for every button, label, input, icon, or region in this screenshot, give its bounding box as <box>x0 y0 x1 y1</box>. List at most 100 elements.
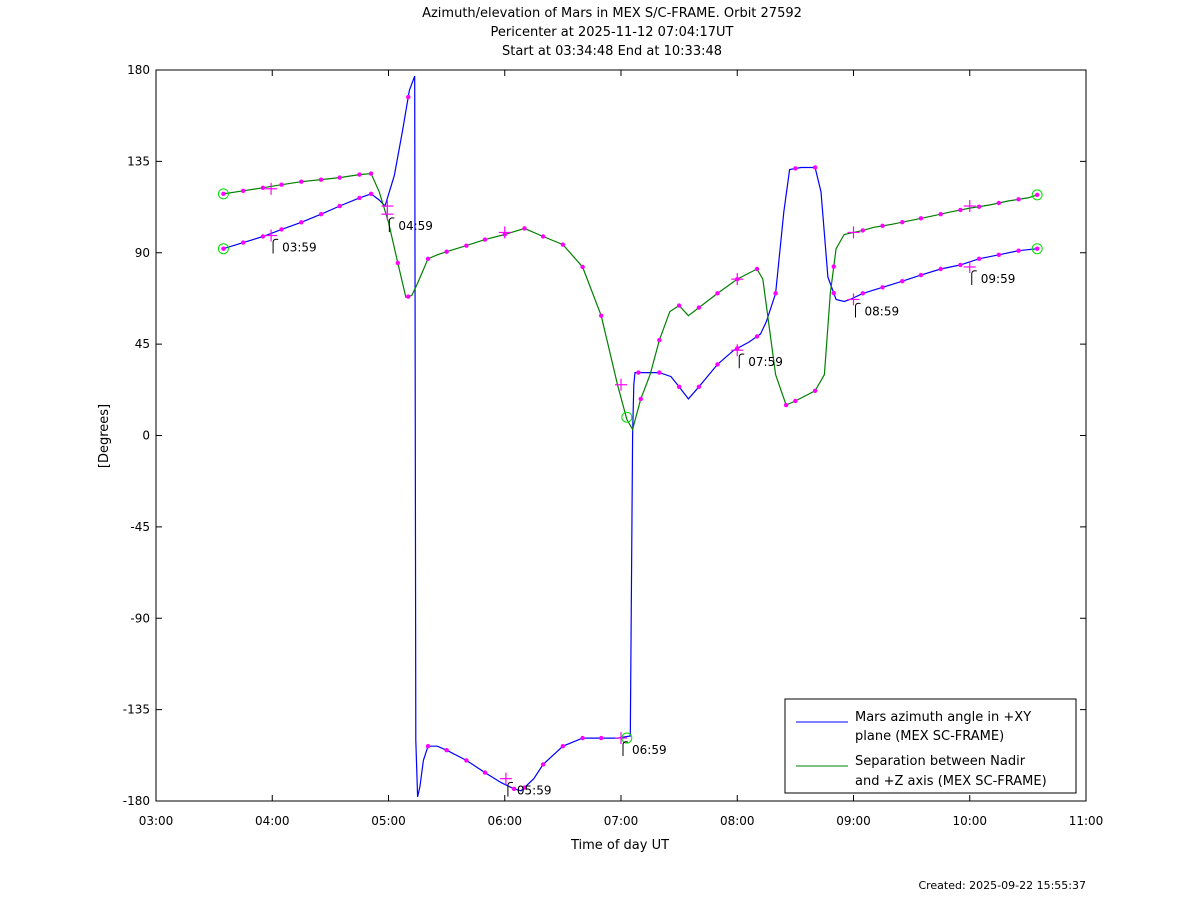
legend-label-separation-2: and +Z axis (MEX SC-FRAME) <box>855 774 1047 789</box>
data-point <box>1016 197 1021 202</box>
data-point <box>357 195 362 201</box>
x-tick-label: 04:00 <box>255 814 290 828</box>
legend-box <box>784 698 1077 794</box>
legend: Mars azimuth angle in +XY plane (MEX SC-… <box>784 698 1077 794</box>
data-point <box>368 171 374 176</box>
data-point <box>918 216 924 221</box>
series-line-separation <box>223 172 1038 431</box>
series-line-azimuth <box>223 75 1038 798</box>
x-tick-label: 06:00 <box>487 814 522 828</box>
data-point <box>976 256 982 262</box>
x-tick-label: 03:00 <box>139 814 174 828</box>
data-point <box>240 188 246 194</box>
series-layer <box>223 75 1038 798</box>
data-point <box>522 226 527 231</box>
data-point <box>715 291 720 296</box>
data-point <box>676 384 682 389</box>
data-point <box>279 227 284 232</box>
data-point <box>773 291 778 296</box>
data-point <box>783 402 789 408</box>
annotation-pointer <box>738 353 745 369</box>
data-point <box>638 396 643 402</box>
annotation-pointer <box>507 781 514 797</box>
endpoint-circle <box>1031 189 1043 201</box>
data-point <box>831 264 836 269</box>
data-point <box>599 313 604 318</box>
y-tick-label: -45 <box>130 520 150 534</box>
data-point <box>299 179 304 184</box>
data-point <box>996 252 1002 257</box>
data-point <box>938 211 943 217</box>
annotation-pointer <box>855 302 861 318</box>
data-point <box>696 305 702 310</box>
annotation-label: 06:59 <box>632 743 667 757</box>
data-point <box>482 237 488 242</box>
data-point <box>337 175 342 180</box>
y-tick-label: 90 <box>135 246 150 260</box>
annotation-pointer <box>622 741 629 757</box>
data-point <box>240 240 246 245</box>
endpoint-circle <box>1031 243 1043 255</box>
data-point <box>337 203 342 209</box>
y-tick-label: -180 <box>123 794 150 808</box>
title-line-2: Pericenter at 2025-11-12 07:04:17UT <box>490 25 733 40</box>
title-line-1: Azimuth/elevation of Mars in MEX S/C-FRA… <box>422 6 802 21</box>
data-point <box>444 748 449 753</box>
data-point <box>406 294 411 299</box>
y-tick-label: -135 <box>123 703 150 717</box>
data-point <box>715 362 720 367</box>
x-tick-label: 05:00 <box>371 814 406 828</box>
endpoint-circle <box>217 243 229 255</box>
data-point <box>860 291 865 296</box>
title-line-3: Start at 03:34:48 End at 10:33:48 <box>502 44 722 59</box>
created-timestamp: Created: 2025-09-22 15:55:37 <box>918 879 1086 892</box>
data-point <box>560 743 566 749</box>
annotation-label: 08:59 <box>865 304 900 318</box>
data-point <box>696 384 702 389</box>
data-point <box>511 786 517 792</box>
data-point <box>560 242 566 247</box>
data-point <box>900 278 905 284</box>
legend-label-azimuth-1: Mars azimuth angle in +XY <box>855 710 1031 725</box>
legend-label-separation-1: Separation between Nadir <box>855 754 1026 769</box>
x-tick-label: 09:00 <box>836 814 871 828</box>
data-point <box>580 735 585 741</box>
data-point <box>793 166 798 171</box>
x-axis-label: Time of day UT <box>570 838 669 853</box>
data-point <box>318 177 324 182</box>
data-point <box>938 266 943 272</box>
data-point <box>754 266 760 272</box>
data-point <box>444 249 449 254</box>
marker-layer <box>217 94 1043 792</box>
data-point <box>279 182 284 187</box>
annotation-pointer <box>388 217 395 233</box>
data-point <box>425 743 431 749</box>
data-point <box>812 165 818 170</box>
annotation-label: 04:59 <box>398 219 433 233</box>
annotation-label: 03:59 <box>282 240 317 254</box>
data-point <box>425 256 431 262</box>
data-point <box>636 370 641 375</box>
data-point <box>958 207 963 213</box>
data-point <box>918 272 924 278</box>
chart-title: Azimuth/elevation of Mars in MEX S/C-FRA… <box>422 6 802 59</box>
annotation-pointer <box>971 270 977 285</box>
data-point <box>395 260 400 266</box>
y-tick-label: 0 <box>142 429 150 443</box>
data-point <box>599 735 604 741</box>
data-point <box>464 758 469 763</box>
x-tick-label: 11:00 <box>1069 814 1104 828</box>
x-axis-ticks: 03:00 04:00 05:00 06:00 07:00 08:00 09:00 10:00… <box>139 70 1104 828</box>
data-point <box>657 370 662 375</box>
data-point <box>540 234 546 239</box>
endpoint-circle <box>621 732 633 744</box>
data-point <box>812 388 818 394</box>
y-tick-label: -90 <box>130 611 150 625</box>
data-point <box>357 172 362 177</box>
plot-area-frame <box>155 69 1087 802</box>
annotation-layer: 03:59 04:59 05:59 06:59 07:59 08:59 09:59 <box>272 217 1015 798</box>
data-point <box>221 191 226 197</box>
data-point <box>793 398 798 404</box>
data-point <box>676 303 682 308</box>
endpoint-circle <box>217 188 229 200</box>
